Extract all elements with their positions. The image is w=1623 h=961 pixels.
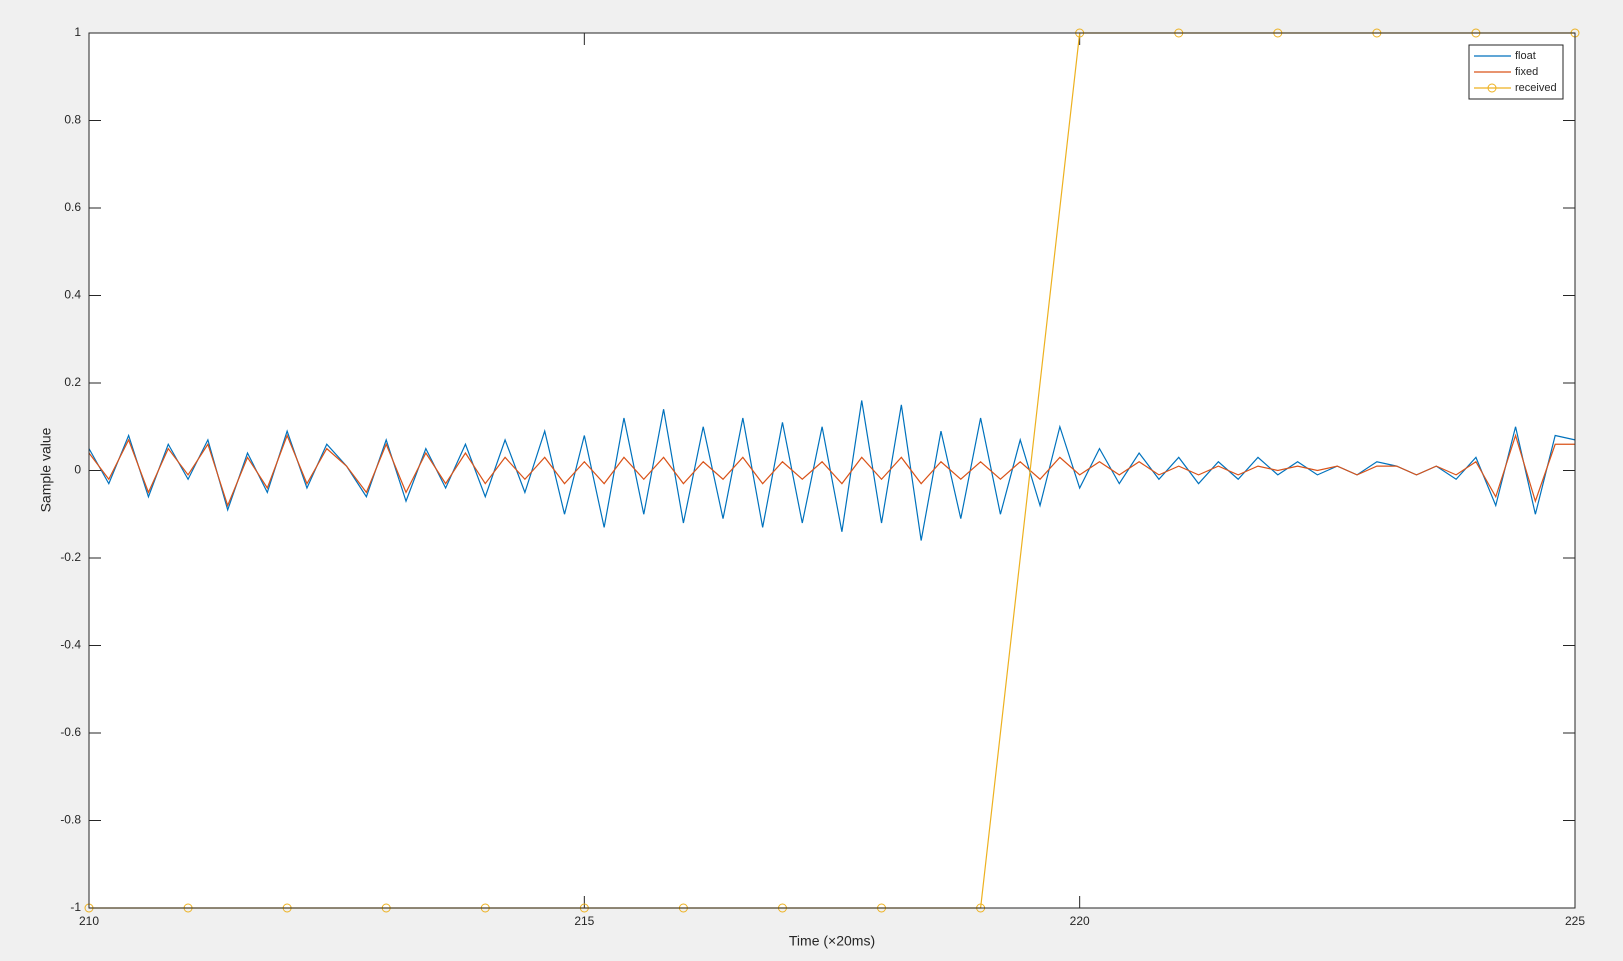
legend-marker <box>1487 83 1497 93</box>
series-line <box>88 400 1576 541</box>
x-tick-label: 220 <box>1070 914 1090 928</box>
x-axis-label: Time (×20ms) <box>789 933 875 949</box>
x-tick-label: 225 <box>1565 914 1585 928</box>
x-tick-label: 210 <box>79 914 99 928</box>
y-tick-label: -0.6 <box>60 725 81 739</box>
y-tick-label: 1 <box>74 25 81 39</box>
legend: float fixed received <box>1468 44 1564 100</box>
y-tick-label: -0.2 <box>60 550 81 564</box>
axes-background <box>89 33 1575 908</box>
y-tick-label: 0.6 <box>64 200 81 214</box>
axes-box <box>88 32 1576 909</box>
y-tick-label: 0 <box>74 463 81 477</box>
legend-label: fixed <box>1515 66 1538 78</box>
series-line <box>88 433 1575 508</box>
y-tick-label: -1 <box>70 900 81 914</box>
y-tick-label: 0.2 <box>64 375 81 389</box>
y-tick-label: 0.8 <box>64 113 81 127</box>
legend-label: float <box>1515 50 1536 62</box>
y-tick-label: 0.4 <box>64 288 81 302</box>
legend-label: received <box>1515 82 1557 94</box>
y-tick-label: -0.8 <box>60 813 81 827</box>
y-tick-label: -0.4 <box>60 638 81 652</box>
x-tick-label: 215 <box>574 914 594 928</box>
y-axis-label: Sample value <box>38 427 54 512</box>
